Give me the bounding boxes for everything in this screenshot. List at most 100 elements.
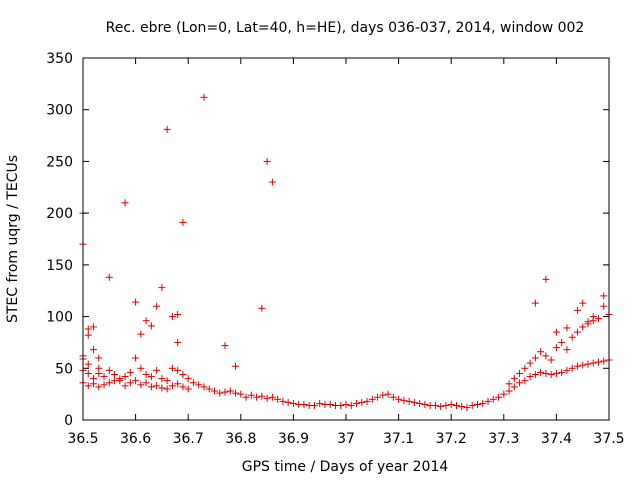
data-point: [563, 324, 571, 332]
chart-title: Rec. ebre (Lon=0, Lat=40, h=HE), days 03…: [106, 20, 585, 36]
y-tick-label: 300: [46, 103, 73, 119]
data-point: [316, 399, 324, 407]
data-point: [379, 391, 387, 399]
data-point: [337, 402, 345, 410]
data-point: [168, 382, 176, 390]
data-point: [537, 348, 545, 356]
data-point: [179, 383, 187, 391]
data-point: [258, 392, 266, 400]
data-point: [137, 330, 145, 338]
data-point: [479, 399, 487, 407]
data-point: [389, 393, 397, 401]
data-point: [84, 325, 92, 333]
y-tick-label: 350: [46, 51, 73, 67]
data-point: [168, 364, 176, 372]
data-point: [279, 397, 287, 405]
data-point: [468, 402, 476, 410]
data-point: [142, 370, 150, 378]
data-point: [510, 375, 518, 383]
data-point: [552, 369, 560, 377]
y-tick-label: 200: [46, 206, 73, 222]
data-point: [526, 359, 534, 367]
data-point: [242, 393, 250, 401]
data-point: [142, 317, 150, 325]
data-point: [163, 125, 171, 133]
data-point: [84, 369, 92, 377]
data-point: [247, 391, 255, 399]
y-tick-label: 150: [46, 258, 73, 274]
data-point: [132, 298, 140, 306]
data-point: [474, 400, 481, 408]
x-tick-label: 37: [337, 431, 355, 447]
data-point: [405, 397, 413, 405]
data-point: [184, 385, 192, 393]
data-point: [542, 369, 550, 377]
x-tick-label: 37.3: [488, 431, 519, 447]
x-axis-label: GPS time / Days of year 2014: [242, 459, 449, 475]
data-point: [516, 369, 524, 377]
data-point: [516, 379, 524, 387]
data-point: [563, 346, 571, 354]
data-point: [558, 368, 566, 376]
data-point: [552, 328, 560, 336]
data-point: [431, 402, 439, 410]
data-point: [105, 273, 113, 281]
data-point: [116, 375, 124, 383]
data-point: [147, 373, 155, 381]
data-point: [353, 399, 361, 407]
data-point: [374, 393, 382, 401]
data-point: [84, 360, 92, 368]
data-point: [211, 387, 218, 395]
x-tick-label: 36.7: [173, 431, 204, 447]
data-point: [153, 382, 161, 390]
data-point: [416, 399, 424, 407]
data-point: [563, 366, 571, 374]
data-point: [584, 320, 592, 328]
data-point: [342, 400, 350, 408]
data-point: [105, 379, 113, 387]
data-point: [600, 302, 608, 310]
data-point: [594, 315, 602, 323]
data-point: [158, 375, 166, 383]
data-point: [363, 397, 371, 405]
data-point: [121, 199, 129, 207]
data-point: [531, 370, 539, 378]
y-tick-label: 250: [46, 154, 73, 170]
data-point: [573, 328, 581, 336]
data-point: [132, 354, 140, 362]
data-point: [142, 379, 150, 387]
data-point: [163, 385, 171, 393]
data-point: [594, 358, 602, 366]
data-point: [226, 387, 234, 395]
data-point: [153, 302, 161, 310]
data-point: [263, 394, 271, 402]
y-axis: 0 50 100 150 200 250 300 350: [46, 51, 609, 429]
data-point: [589, 359, 597, 367]
data-point: [205, 385, 213, 393]
x-tick-label: 37.1: [383, 431, 414, 447]
data-point: [347, 402, 355, 410]
data-point: [158, 284, 166, 292]
data-point: [358, 398, 366, 406]
data-point: [558, 338, 566, 346]
data-point: [437, 403, 445, 411]
data-point: [274, 395, 282, 403]
x-tick-label: 36.9: [278, 431, 309, 447]
data-point: [179, 370, 187, 378]
data-point: [232, 389, 240, 397]
data-point: [552, 344, 560, 352]
data-point: [421, 400, 429, 408]
data-point: [484, 397, 492, 405]
data-point: [573, 306, 581, 314]
data-point: [174, 338, 182, 346]
x-tick-label: 36.8: [225, 431, 256, 447]
x-tick-label: 36.5: [67, 431, 98, 447]
data-points: [79, 93, 613, 412]
data-point: [521, 377, 529, 385]
data-point: [221, 342, 229, 350]
data-point: [105, 366, 113, 374]
x-tick-label: 37.5: [593, 431, 624, 447]
data-point: [489, 395, 497, 403]
data-point: [547, 370, 555, 378]
